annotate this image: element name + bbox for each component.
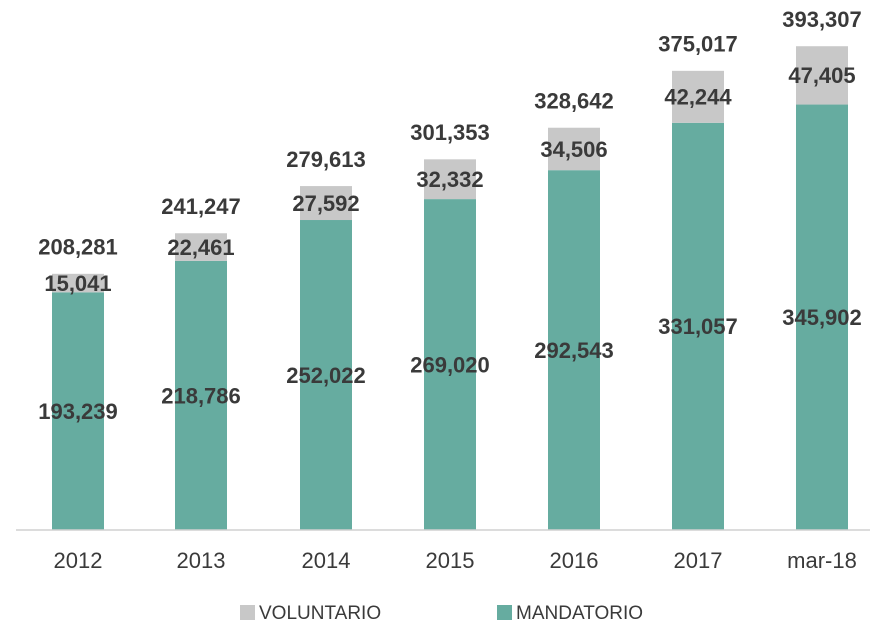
bar-segment — [548, 127, 600, 171]
bar-segment — [52, 292, 104, 530]
total-label: 241,247 — [161, 194, 241, 219]
bar-segment — [796, 104, 848, 531]
legend-label: VOLUNTARIO — [259, 603, 381, 624]
value-label: 32,332 — [416, 167, 483, 192]
x-tick-label: 2015 — [426, 548, 475, 573]
value-label: 22,461 — [167, 235, 234, 260]
x-tick-label: 2017 — [674, 548, 723, 573]
bar-segment — [548, 170, 600, 530]
bar-segment — [175, 260, 227, 530]
bar-segment — [175, 233, 227, 261]
legend-label: MANDATORIO — [516, 603, 643, 624]
total-label: 208,281 — [38, 235, 118, 260]
legend-swatch — [240, 605, 255, 620]
total-label: 393,307 — [782, 7, 862, 32]
value-label: 345,902 — [782, 305, 862, 330]
total-label: 301,353 — [410, 120, 490, 145]
bar-segment — [424, 159, 476, 200]
total-label: 279,613 — [286, 147, 366, 172]
value-label: 47,405 — [788, 63, 855, 88]
bar-segment — [52, 273, 104, 293]
x-tick-label: mar-18 — [787, 548, 857, 573]
value-label: 269,020 — [410, 352, 490, 377]
bar-segment — [796, 46, 848, 105]
value-label: 34,506 — [540, 137, 607, 162]
legend-swatch — [497, 605, 512, 620]
bar-segment — [424, 199, 476, 530]
value-label: 218,786 — [161, 383, 241, 408]
bar-segment — [672, 122, 724, 530]
x-tick-label: 2012 — [54, 548, 103, 573]
x-tick-label: 2013 — [177, 548, 226, 573]
bar-segment — [672, 70, 724, 123]
value-label: 252,022 — [286, 363, 366, 388]
value-label: 42,244 — [664, 85, 732, 110]
x-tick-label: 2014 — [302, 548, 351, 573]
total-label: 375,017 — [658, 32, 738, 57]
bar-segment — [300, 186, 352, 221]
value-label: 331,057 — [658, 314, 738, 339]
value-label: 15,041 — [44, 271, 111, 296]
value-label: 27,592 — [292, 191, 359, 216]
value-label: 292,543 — [534, 338, 614, 363]
bar-segment — [300, 220, 352, 530]
x-tick-label: 2016 — [550, 548, 599, 573]
value-label: 193,239 — [38, 399, 118, 424]
total-label: 328,642 — [534, 89, 614, 114]
